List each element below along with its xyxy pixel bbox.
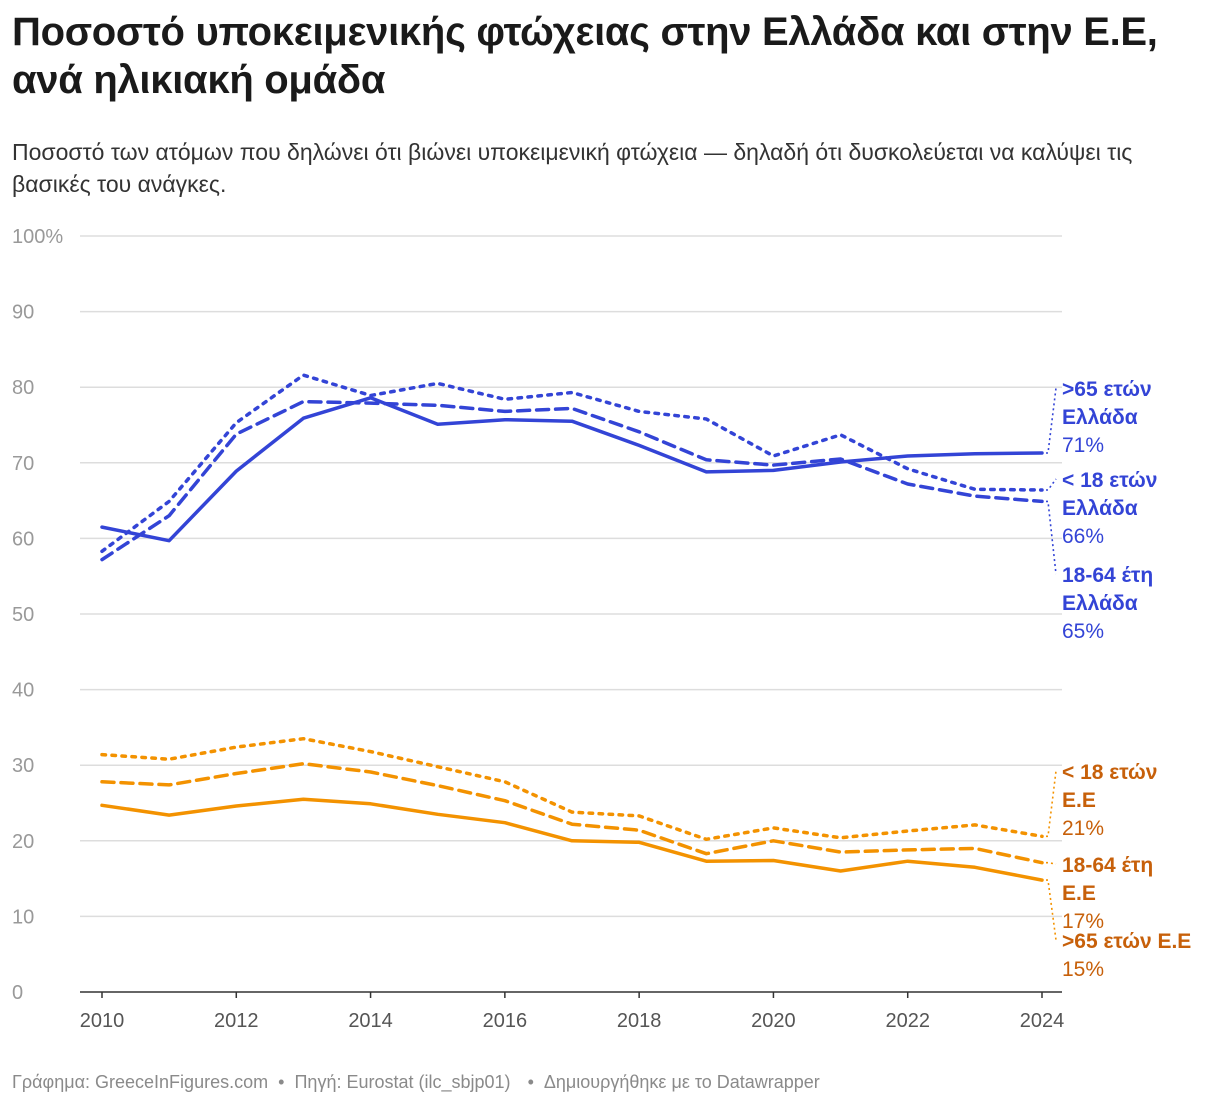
- x-tick-label: 2010: [80, 1010, 125, 1032]
- footer-separator: •: [527, 1072, 534, 1092]
- x-tick-label: 2014: [348, 1010, 393, 1032]
- series-label: 18-64 έτη: [1062, 564, 1153, 587]
- series-end-value: 15%: [1062, 958, 1104, 981]
- series-labels: >65 ετών Ελλάδα 71% < 18 ετών Ελλάδα 66% 18-64…: [1046, 378, 1191, 981]
- series-end-value: 21%: [1062, 817, 1104, 840]
- series-line: [100, 736, 1044, 842]
- y-tick-label: 100%: [12, 226, 63, 248]
- y-tick-label: 90: [12, 302, 34, 324]
- y-gridlines: 0 10 20 30 40 50 60 70 80 90 100%: [12, 226, 1062, 1004]
- series-label: Ελλάδα: [1062, 497, 1138, 520]
- series-line: [100, 761, 1044, 865]
- x-tick-label: 2024: [1020, 1010, 1065, 1032]
- y-tick-label: 40: [12, 680, 34, 702]
- label-connector: [1046, 500, 1057, 575]
- footer-credit: Γράφημα: GreeceInFigures.com: [12, 1072, 269, 1092]
- chart-subtitle: Ποσοστό των ατόμων που δηλώνει ότι βιώνε…: [12, 139, 1133, 197]
- series-label: < 18 ετών: [1062, 761, 1157, 784]
- y-tick-label: 50: [12, 604, 34, 626]
- series-end-value: 17%: [1062, 910, 1104, 933]
- series-line: [100, 797, 1044, 882]
- x-tick-label: 2012: [214, 1010, 259, 1032]
- y-tick-label: 0: [12, 982, 23, 1004]
- x-tick-label: 2022: [885, 1010, 930, 1032]
- label-connector: [1046, 478, 1057, 491]
- label-connector: [1046, 387, 1057, 454]
- y-tick-label: 10: [12, 906, 34, 928]
- y-tick-label: 20: [12, 831, 34, 853]
- y-tick-label: 70: [12, 453, 34, 475]
- series-label: Ε.Ε: [1062, 882, 1096, 905]
- y-tick-label: 80: [12, 377, 34, 399]
- series-end-value: 65%: [1062, 620, 1104, 643]
- y-tick-label: 30: [12, 755, 34, 777]
- series-label: 18-64 έτη: [1062, 854, 1153, 877]
- series-line: [100, 373, 1044, 554]
- series-label: Ε.Ε: [1062, 789, 1096, 812]
- chart-footer: Γράφημα: GreeceInFigures.com • Πηγή: Eur…: [12, 1072, 820, 1093]
- label-connector: [1046, 879, 1057, 941]
- series-label: Ελλάδα: [1062, 406, 1138, 429]
- series-lines: [100, 373, 1044, 882]
- series-label: >65 ετών Ε.Ε: [1062, 930, 1191, 953]
- series-label: >65 ετών: [1062, 378, 1152, 401]
- x-tick-label: 2018: [617, 1010, 662, 1032]
- footer-source: Πηγή: Eurostat (ilc_sbjp01): [294, 1072, 511, 1092]
- x-axis: 2010 2012 2014 2016 2018 2020 2022 2024: [80, 992, 1065, 1032]
- series-label: Ελλάδα: [1062, 592, 1138, 615]
- footer-tool: Δημιουργήθηκε με το Datawrapper: [543, 1072, 820, 1092]
- y-tick-label: 60: [12, 528, 34, 550]
- x-tick-label: 2020: [751, 1010, 796, 1032]
- series-line: [100, 399, 1044, 562]
- label-connector: [1046, 770, 1057, 838]
- series-end-value: 71%: [1062, 434, 1104, 457]
- chart-title: Ποσοστό υποκειμενικής φτώχειας στην Ελλά…: [12, 10, 1158, 102]
- x-tick-label: 2016: [483, 1010, 528, 1032]
- series-end-value: 66%: [1062, 525, 1104, 548]
- label-connector: [1046, 861, 1057, 865]
- footer-separator: •: [278, 1072, 285, 1092]
- series-label: < 18 ετών: [1062, 469, 1157, 492]
